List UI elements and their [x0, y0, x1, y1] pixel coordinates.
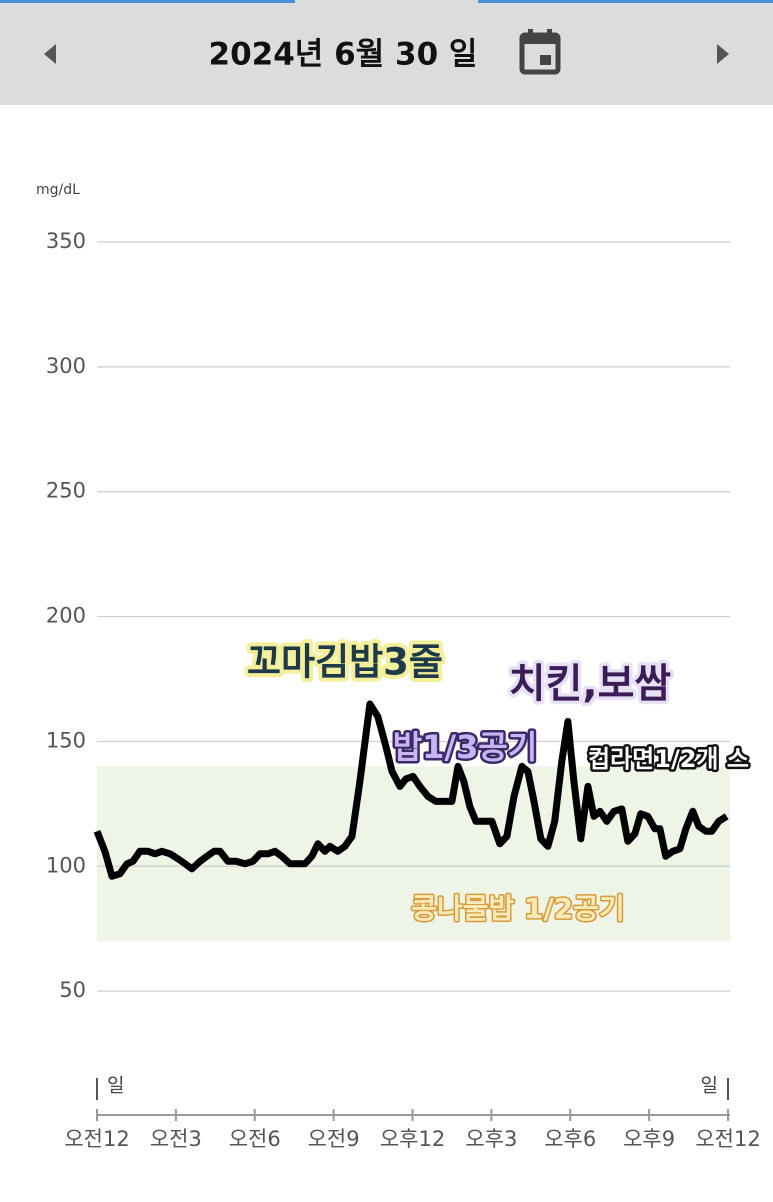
x-tick-label: 오전12 [695, 1127, 760, 1151]
meal-annotation: 꼬마김밥3줄 [247, 641, 443, 684]
x-tick-label: 오후6 [544, 1127, 596, 1151]
day-label: 일 [107, 1075, 124, 1097]
tab-indicator [478, 0, 773, 3]
y-tick-label: 350 [46, 229, 86, 253]
meal-annotation: 밥1/3공기 [393, 728, 538, 766]
tab-indicator [0, 0, 295, 3]
x-tick-label: 오전6 [229, 1127, 281, 1151]
date-title: 2024년 6월 30 일 [209, 37, 478, 73]
day-label: 일 [701, 1075, 718, 1097]
meal-annotation: 콩나물밥 1/2공기 [411, 892, 625, 925]
header-bar [0, 0, 773, 105]
next-day-button[interactable] [717, 44, 729, 64]
glucose-line [93, 700, 729, 880]
meal-annotation: 치킨,보쌈 [509, 661, 671, 707]
y-tick-label: 300 [46, 354, 86, 378]
calendar-button[interactable] [519, 29, 561, 75]
x-tick-label: 오전3 [150, 1127, 202, 1151]
prev-day-button[interactable] [44, 44, 56, 64]
x-tick-label: 오후12 [380, 1127, 445, 1151]
x-tick-label: 오후3 [465, 1127, 517, 1151]
y-tick-label: 150 [46, 728, 86, 752]
y-tick-label: 50 [59, 978, 86, 1002]
x-tick-label: 오전9 [308, 1127, 360, 1151]
x-tick-label: 오후9 [623, 1127, 675, 1151]
y-tick-label: 250 [46, 479, 86, 503]
target-range [97, 766, 730, 942]
y-tick-label: 100 [46, 853, 86, 877]
y-tick-label: 200 [46, 604, 86, 628]
x-tick-label: 오전12 [64, 1127, 129, 1151]
y-unit: mg/dL [36, 182, 80, 198]
meal-annotation: 컵라면1/2개 스 [588, 745, 749, 773]
